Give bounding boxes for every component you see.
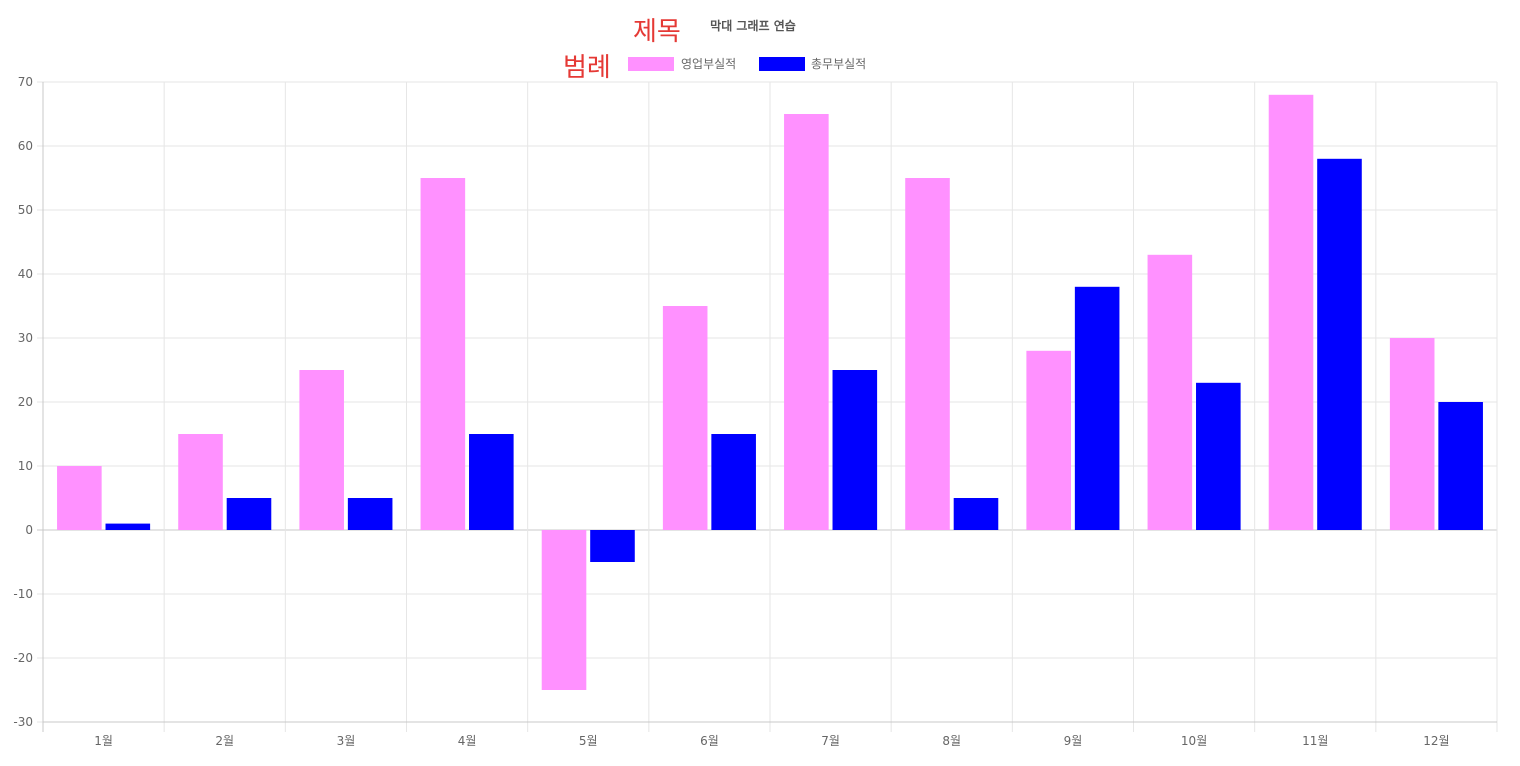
bar-sales [905, 178, 950, 530]
bar-admin [590, 530, 635, 562]
bars [57, 94, 1483, 690]
bar-admin [832, 370, 878, 530]
x-tick-label: 4월 [458, 734, 477, 748]
y-tick-label: -20 [13, 651, 33, 665]
bar-admin [105, 523, 151, 530]
bar-sales [1389, 338, 1435, 530]
handwritten-title-annotation: 제목 [633, 17, 681, 47]
bar-admin [226, 498, 272, 530]
legend-label-sales: 영업부실적 [681, 57, 736, 71]
bar-admin [1317, 158, 1362, 531]
x-tick-label: 2월 [215, 734, 234, 748]
x-axis-ticks: 1월 2월 3월 4월 5월 6월 7월 8월 9월 10월 11월 12월 [94, 734, 1449, 748]
y-tick-label: 30 [18, 331, 33, 345]
y-tick-label: -30 [13, 715, 33, 729]
y-tick-label: 50 [18, 203, 33, 217]
legend-swatch-sales [628, 57, 674, 71]
x-tick-label: 7월 [821, 734, 840, 748]
bar-sales [541, 530, 587, 690]
legend-label-admin: 총무부실적 [811, 57, 866, 71]
y-tick-label: 70 [18, 75, 33, 89]
bar-sales [178, 434, 223, 530]
handwritten-legend-annotation: 범례 [563, 53, 611, 83]
x-tick-label: 12월 [1423, 734, 1449, 748]
bar-sales [784, 114, 829, 530]
bar-sales [57, 466, 102, 530]
bar-admin [953, 498, 999, 530]
bar-sales [420, 178, 466, 530]
y-tick-label: 20 [18, 395, 33, 409]
y-tick-label: 40 [18, 267, 33, 281]
y-tick-label: 10 [18, 459, 33, 473]
y-tick-label: -10 [13, 587, 33, 601]
y-tick-label: 0 [25, 523, 33, 537]
bar-sales [1147, 254, 1193, 531]
bar-sales [1268, 94, 1314, 531]
bar-admin [1438, 402, 1483, 530]
chart-title: 막대 그래프 연습 [710, 18, 796, 33]
x-tick-label: 5월 [579, 734, 598, 748]
x-tick-label: 11월 [1302, 734, 1328, 748]
legend-swatch-admin [759, 57, 805, 71]
legend: 영업부실적 총무부실적 [628, 57, 866, 71]
y-tick-label: 60 [18, 139, 33, 153]
x-tick-label: 6월 [700, 734, 719, 748]
bar-sales [1026, 350, 1071, 530]
x-tick-label: 10월 [1181, 734, 1207, 748]
bar-sales [662, 306, 708, 530]
bar-admin [711, 434, 756, 530]
bar-admin [1196, 382, 1241, 530]
y-axis-ticks: 70 60 50 40 30 20 10 0 -10 -20 -30 [13, 75, 33, 729]
bar-admin [347, 498, 393, 530]
x-tick-label: 3월 [337, 734, 356, 748]
axes [42, 82, 1497, 732]
bar-admin [469, 434, 514, 530]
bar-admin [1074, 286, 1120, 530]
bar-sales [299, 370, 344, 530]
x-tick-label: 8월 [942, 734, 961, 748]
x-tick-label: 9월 [1064, 734, 1083, 748]
x-tick-label: 1월 [94, 734, 113, 748]
